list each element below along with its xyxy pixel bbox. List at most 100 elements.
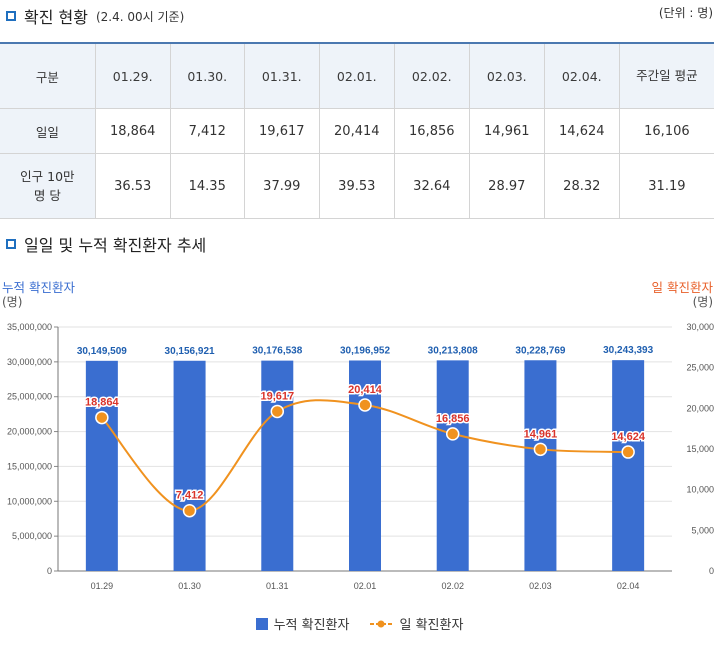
bar-cumulative xyxy=(261,360,294,571)
right-tick-label: 25,000 xyxy=(686,363,714,373)
legend-label: 누적 확진환자 xyxy=(273,618,350,633)
table-header-cell: 02.02. xyxy=(393,42,470,109)
status-table: 구분 01.29. 01.30. 01.31. 02.01. 02.02. 02.03. 02… xyxy=(0,42,714,219)
x-tick-label: 01.31 xyxy=(266,581,289,591)
x-tick-label: 01.29 xyxy=(91,581,114,591)
table-header-cell: 주간일 평균 xyxy=(618,42,714,109)
line-data-label: 14,961 xyxy=(524,428,558,440)
right-axis-unit: (명) xyxy=(692,295,713,309)
x-tick-label: 02.04 xyxy=(617,581,640,591)
table-cell: 20,414 xyxy=(318,108,395,154)
left-tick-label: 10,000,000 xyxy=(7,496,52,506)
right-tick-label: 15,000 xyxy=(686,444,714,454)
left-tick-label: 35,000,000 xyxy=(7,322,52,332)
table-cell: 28.97 xyxy=(468,153,545,219)
bar-cumulative xyxy=(612,360,645,571)
table-cell: 28.32 xyxy=(543,153,620,219)
line-point-daily xyxy=(95,410,109,425)
section-trend: 일일 및 누적 확진환자 추세 xyxy=(6,232,206,256)
table-header-cell: 02.03. xyxy=(468,42,545,109)
left-axis-unit: (명) xyxy=(2,295,23,309)
line-point-daily xyxy=(533,442,548,457)
table-cell: 31.19 xyxy=(618,153,714,219)
table-cell: 7,412 xyxy=(169,108,245,154)
x-tick-label: 01.30 xyxy=(178,581,201,591)
table-cell: 14.35 xyxy=(169,153,245,219)
section-subtitle: (2.4. 00시 기준) xyxy=(95,9,185,24)
left-tick-label: 20,000,000 xyxy=(7,427,52,437)
bar-data-label: 30,156,921 xyxy=(165,346,215,357)
left-tick-label: 5,000,000 xyxy=(12,531,52,541)
section-square-icon xyxy=(6,239,16,249)
right-tick-label: 20,000 xyxy=(686,403,714,413)
table-row-header: 일일 xyxy=(0,108,96,154)
table-cell: 16,856 xyxy=(393,108,470,154)
legend-item-daily: 일 확진환자 xyxy=(369,614,463,633)
table-cell: 19,617 xyxy=(243,108,320,154)
table-cell: 14,961 xyxy=(468,108,545,154)
legend-label: 일 확진환자 xyxy=(399,618,464,633)
table-header-cell: 01.30. xyxy=(169,42,245,109)
left-tick-label: 30,000,000 xyxy=(7,357,52,367)
table-cell: 36.53 xyxy=(94,153,171,219)
bar-data-label: 30,228,769 xyxy=(515,345,565,356)
line-point-daily xyxy=(270,404,285,419)
right-tick-label: 10,000 xyxy=(686,485,714,495)
table-header-cell: 01.29. xyxy=(94,42,171,109)
line-point-daily xyxy=(445,427,460,441)
right-tick-label: 0 xyxy=(709,566,714,576)
table-header-category: 구분 xyxy=(0,42,96,109)
unit-label: (단위 : 명) xyxy=(658,6,713,20)
bar-data-label: 30,149,509 xyxy=(77,346,127,357)
bar-data-label: 30,196,952 xyxy=(340,345,390,356)
line-data-label: 7,412 xyxy=(176,490,204,502)
table-header-cell: 01.31. xyxy=(243,42,320,109)
left-tick-label: 15,000,000 xyxy=(7,461,52,471)
line-data-label: 19,617 xyxy=(260,390,294,402)
right-tick-label: 30,000 xyxy=(686,322,714,332)
bar-data-label: 30,176,538 xyxy=(252,346,302,357)
line-data-label: 20,414 xyxy=(348,384,383,396)
bar-cumulative xyxy=(524,360,557,571)
table-row: 인구 10만 명 당 36.53 14.35 37.99 39.53 32.64 28.97… xyxy=(0,153,714,219)
legend-item-cumulative: 누적 확진환자 xyxy=(255,614,350,633)
bar-cumulative xyxy=(436,360,469,571)
section-title: 일일 및 누적 확진환자 추세 xyxy=(24,236,207,255)
bar-cumulative xyxy=(173,360,206,571)
table-cell: 14,624 xyxy=(543,108,620,154)
line-data-label: 16,856 xyxy=(436,413,470,425)
x-tick-label: 02.02 xyxy=(441,581,464,591)
left-tick-label: 0 xyxy=(47,566,52,576)
left-axis-title: 누적 확진환자 xyxy=(2,280,75,295)
legend-line-swatch xyxy=(370,620,393,627)
bar-cumulative xyxy=(85,360,118,571)
section-square-icon xyxy=(6,11,16,21)
bar-data-label: 30,213,808 xyxy=(428,345,478,356)
table-row: 일일 18,864 7,412 19,617 20,414 16,856 14,961 14,… xyxy=(0,108,714,154)
table-header-cell: 02.04. xyxy=(543,42,620,109)
section-title: 확진 현황 xyxy=(24,8,88,27)
table-cell: 18,864 xyxy=(94,108,171,154)
left-tick-label: 25,000,000 xyxy=(7,392,52,402)
table-cell: 39.53 xyxy=(318,153,395,219)
x-tick-label: 02.01 xyxy=(354,581,377,591)
table-cell: 32.64 xyxy=(393,153,470,219)
right-axis-title: 일 확진환자 xyxy=(651,280,713,295)
trend-chart: 0 5,000,000 10,000,000 15,000,000 20,000,000… xyxy=(7,322,714,591)
line-point-daily xyxy=(182,503,197,518)
table-header-cell: 02.01. xyxy=(318,42,395,109)
line-point-daily xyxy=(358,398,372,412)
table-cell: 16,106 xyxy=(618,108,714,154)
table-header-row: 구분 01.29. 01.30. 01.31. 02.01. 02.02. 02.03. 02… xyxy=(0,42,714,109)
bar-cumulative xyxy=(349,360,381,571)
chart-legend: 누적 확진환자 일 확진환자 xyxy=(0,614,719,633)
right-tick-label: 5,000 xyxy=(691,525,714,535)
bar-data-label: 30,243,393 xyxy=(603,345,653,356)
table-row-header: 인구 10만 명 당 xyxy=(0,153,96,219)
line-data-label: 14,624 xyxy=(611,431,646,443)
line-data-label: 18,864 xyxy=(85,397,120,409)
table-cell: 37.99 xyxy=(243,153,320,219)
line-point-daily xyxy=(621,445,635,459)
legend-bar-swatch xyxy=(255,617,268,630)
x-tick-label: 02.03 xyxy=(529,581,552,591)
